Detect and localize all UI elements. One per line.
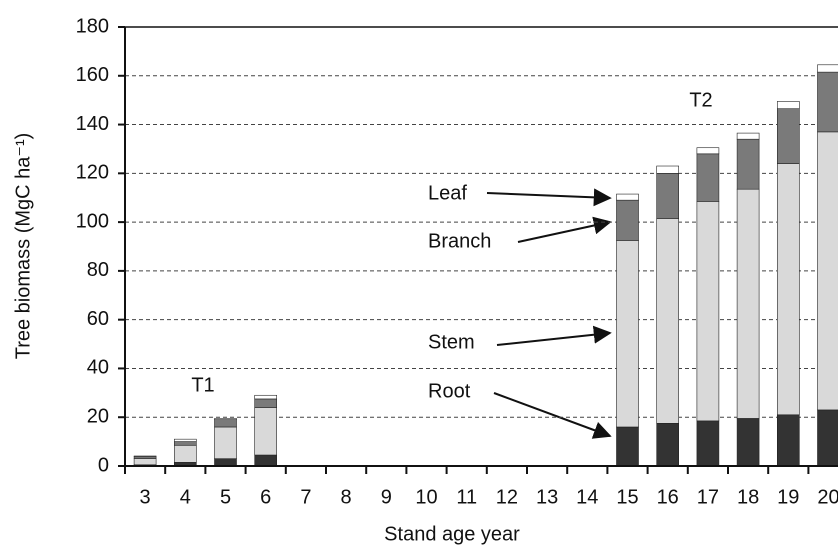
bar-segment <box>174 441 197 446</box>
bar-segment <box>696 147 720 155</box>
bar-segment <box>133 458 157 466</box>
bar-segment <box>174 438 197 442</box>
x-tick-label: 15 <box>616 486 638 508</box>
arrow <box>486 188 612 207</box>
x-tick-label: 3 <box>140 486 151 508</box>
bar-segment <box>817 409 838 467</box>
bar-segment <box>616 193 639 201</box>
bar-segment <box>696 153 720 202</box>
bar-segment <box>254 394 277 400</box>
bar-segment <box>817 64 838 73</box>
x-tick-label: 7 <box>300 486 311 508</box>
arrow <box>496 325 612 346</box>
bar-segment <box>656 173 680 219</box>
x-tick-label: 12 <box>496 486 518 508</box>
y-tick-label: 20 <box>87 406 109 428</box>
arrow <box>517 216 612 243</box>
bar-segment <box>214 418 237 420</box>
bar-segment <box>616 199 639 241</box>
bar-segment <box>736 132 760 140</box>
bar-segment <box>696 201 720 422</box>
x-tick-label: 9 <box>381 486 392 508</box>
bar-segment <box>656 165 680 174</box>
bar-segment <box>214 458 237 467</box>
series-label: Root <box>428 380 471 402</box>
bar-segment <box>133 455 157 458</box>
series-label: Stem <box>428 331 475 353</box>
y-tick-label: 160 <box>76 64 109 86</box>
bar-segment <box>776 108 800 164</box>
x-tick-label: 13 <box>536 486 558 508</box>
bar-segment <box>254 454 277 467</box>
bar-segment <box>656 218 680 424</box>
annotation: T1 <box>191 374 214 396</box>
x-tick-label: 4 <box>180 486 191 508</box>
bar-segment <box>776 101 800 110</box>
x-tick-label: 16 <box>657 486 679 508</box>
y-tick-label: 120 <box>76 162 109 184</box>
x-tick-label: 10 <box>415 486 437 508</box>
y-tick-label: 0 <box>98 454 109 476</box>
bar-segment <box>776 163 800 416</box>
bar-segment <box>736 138 760 190</box>
y-tick-label: 180 <box>76 15 109 37</box>
bar-segment <box>736 188 760 419</box>
bar-segment <box>776 414 800 467</box>
y-tick-label: 40 <box>87 357 109 379</box>
bar-segment <box>214 419 237 428</box>
bar-segment <box>254 398 277 408</box>
x-tick-label: 19 <box>777 486 799 508</box>
x-tick-label: 17 <box>697 486 719 508</box>
x-tick-label: 5 <box>220 486 231 508</box>
x-axis-title: Stand age year <box>384 523 520 545</box>
x-tick-label: 20 <box>817 486 838 508</box>
bar-segment <box>616 426 639 467</box>
bar-segment <box>696 420 720 467</box>
y-tick-label: 80 <box>87 259 109 281</box>
x-tick-label: 8 <box>341 486 352 508</box>
arrow <box>493 392 612 439</box>
y-tick-label: 140 <box>76 113 109 135</box>
bar-segment <box>736 418 760 467</box>
x-tick-label: 6 <box>260 486 271 508</box>
y-axis-title: Tree biomass (MgC ha⁻¹) <box>12 133 34 360</box>
bar-segment <box>214 426 237 459</box>
bar-segment <box>656 423 680 467</box>
annotation: T2 <box>689 89 712 111</box>
x-tick-label: 11 <box>456 486 477 508</box>
bar-segment <box>616 240 639 428</box>
series-label: Branch <box>428 230 491 252</box>
y-tick-label: 60 <box>87 308 109 330</box>
bar-segment <box>174 444 197 463</box>
x-tick-label: 18 <box>737 486 759 508</box>
y-tick-label: 100 <box>76 210 109 232</box>
series-label: Leaf <box>428 182 467 204</box>
bar-segment <box>817 131 838 411</box>
bar-segment <box>254 407 277 456</box>
x-tick-label: 14 <box>576 486 598 508</box>
bar-segment <box>817 71 838 133</box>
